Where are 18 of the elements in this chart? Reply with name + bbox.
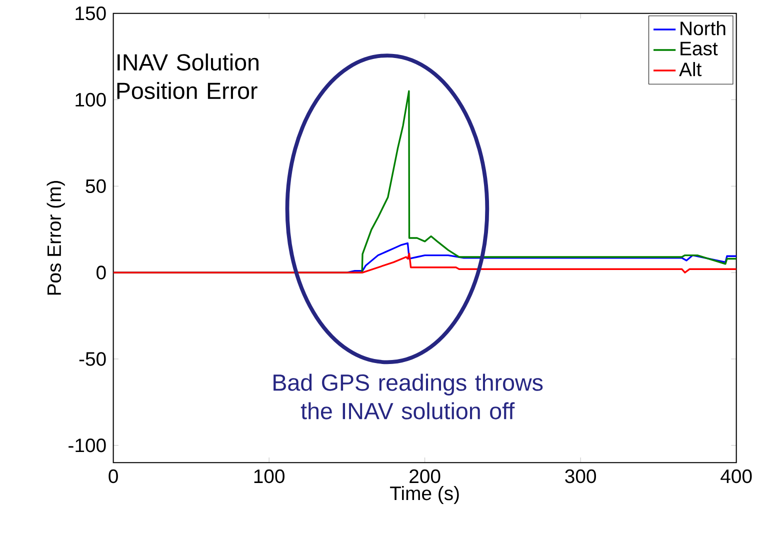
annotation: Bad GPS readings throws the INAV solution off [274,374,543,420]
x-axis-title: Time (s) [390,486,459,504]
y-tick-label: 0 [96,266,106,280]
y-tick-label: 100 [76,93,106,107]
y-tick-label: -100 [68,438,106,452]
x-tick-label: 100 [254,470,284,484]
legend-label: East [680,42,718,56]
y-tick-label: 150 [76,6,106,20]
legend-label: Alt [679,62,702,76]
y-tick-label: -50 [79,352,106,366]
text: INAV Solution Position Error [117,54,258,100]
legend-label: North [680,21,726,36]
y-tick-label: 50 [86,179,106,194]
x-tick-label: 400 [720,470,752,484]
x-tick-label: 300 [565,470,596,484]
y-axis-title: Pos Error (m) [46,181,65,295]
x-tick-label: 0 [108,470,118,484]
x-tick-label: 200 [410,470,440,484]
